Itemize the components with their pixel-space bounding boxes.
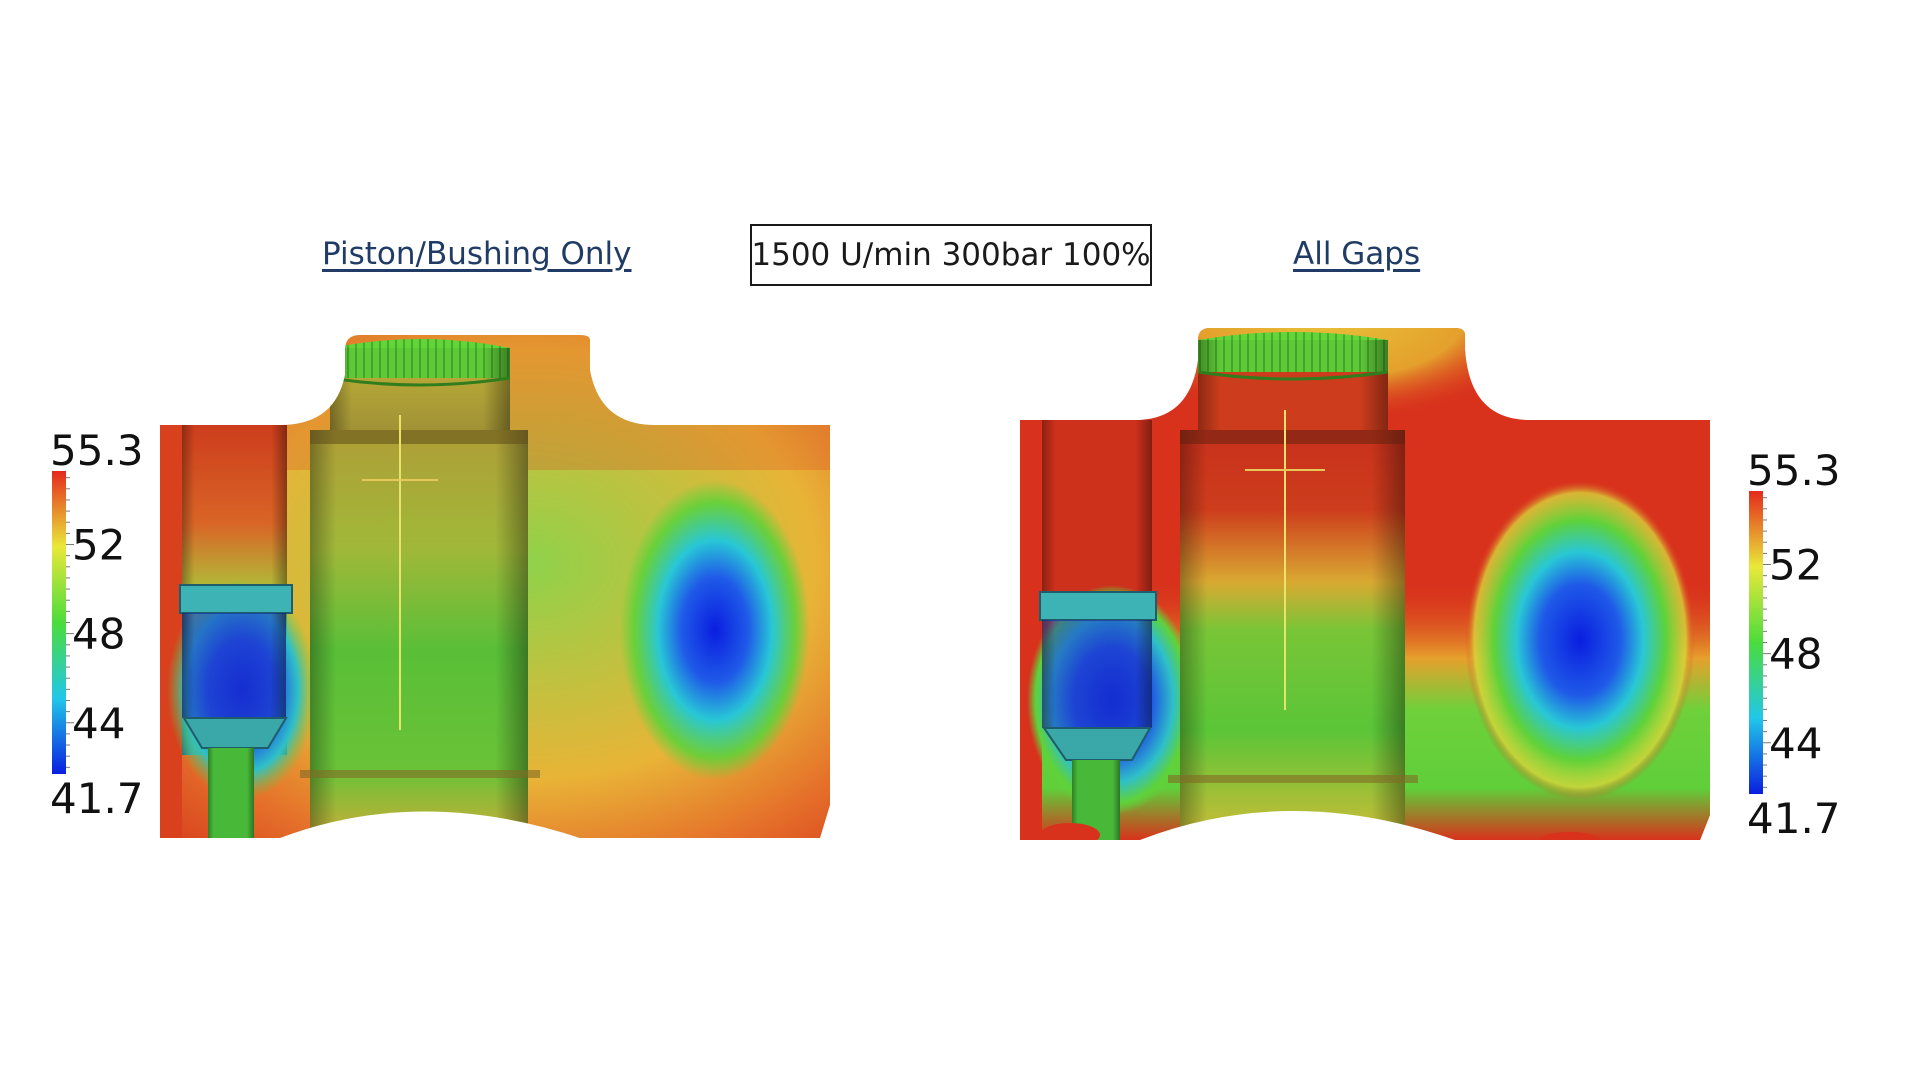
colorbar-gradient xyxy=(52,471,66,774)
colorbar-tick-label: 52 xyxy=(1769,541,1822,590)
colorbar-tick-label: 44 xyxy=(1769,719,1822,768)
temperature-plot-piston-bushing-only xyxy=(160,335,830,838)
colorbar-max-label: 55.3 xyxy=(50,426,144,475)
colorbar-minor-ticks xyxy=(66,477,74,768)
colorbar-gradient xyxy=(1749,491,1763,794)
operating-condition-label: 1500 U/min 300bar 100% xyxy=(751,237,1151,273)
temperature-plot-all-gaps xyxy=(1020,328,1710,840)
colorbar-tick-label: 44 xyxy=(72,699,125,748)
colorbar-tick-label: 48 xyxy=(72,610,125,659)
colorbar-max-label: 55.3 xyxy=(1747,446,1841,495)
colorbar-left: 55.3 52 48 44 41.7 xyxy=(50,426,144,815)
colorbar-tick-label: 52 xyxy=(72,521,125,570)
colorbar-right: 55.3 52 48 44 41.7 xyxy=(1747,446,1841,835)
colorbar-minor-ticks xyxy=(1763,497,1771,788)
colorbar-min-label: 41.7 xyxy=(1747,794,1841,835)
title-all-gaps[interactable]: All Gaps xyxy=(1293,236,1421,272)
colorbar-tick-label: 48 xyxy=(1769,630,1822,679)
operating-condition-box: 1500 U/min 300bar 100% xyxy=(750,224,1152,286)
title-piston-bushing-only[interactable]: Piston/Bushing Only xyxy=(322,236,632,272)
colorbar-min-label: 41.7 xyxy=(50,774,144,815)
